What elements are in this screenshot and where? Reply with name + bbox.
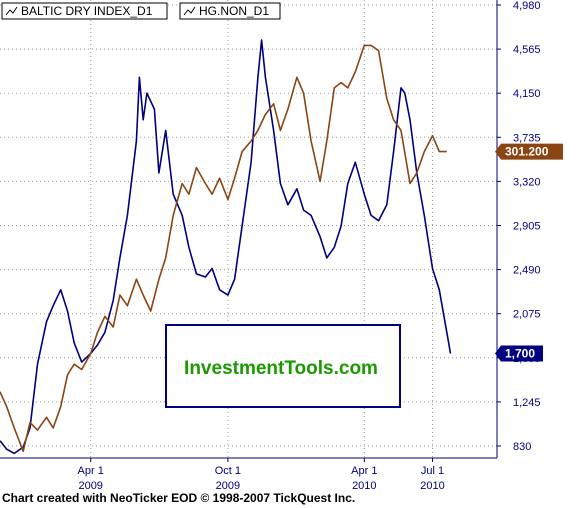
y-tick-label: 2,075: [513, 309, 541, 321]
legend-box: [179, 2, 281, 20]
last-value-label: 301.200: [505, 145, 549, 159]
x-tick-label: Oct 1: [215, 465, 241, 477]
legend-label: BALTIC DRY INDEX_D1: [21, 4, 153, 18]
watermark-banner: InvestmentTools.com: [165, 324, 401, 408]
y-tick-label: 4,150: [513, 88, 541, 100]
y-tick-label: 1,245: [513, 397, 541, 409]
legend-label: HG.NON_D1: [199, 4, 269, 18]
y-tick-label: 4,565: [513, 44, 541, 56]
x-tick-label: Apr 1: [78, 465, 104, 477]
x-tick-year: 2009: [216, 480, 240, 492]
y-tick-label: 2,905: [513, 221, 541, 233]
series-line-baltic-dry-index: [0, 39, 452, 455]
y-tick-label: 3,320: [513, 176, 541, 188]
series-line-hg-non: [0, 44, 447, 453]
x-tick-labels: Apr 1 2009 Oct 1 2009 Apr 1 2010 Jul 1 2010: [78, 458, 445, 492]
series-layer: [0, 39, 452, 455]
chart-footer: Chart created with NeoTicker EOD © 1998-…: [2, 491, 356, 505]
legend-box: [1, 2, 168, 20]
last-value-badge: [495, 345, 543, 362]
y-tick-label: 830: [513, 441, 531, 453]
axis-layer: [0, 0, 498, 459]
x-tick-year: 2010: [420, 480, 444, 492]
last-value-badge: [495, 143, 563, 160]
x-tick-year: 2009: [78, 480, 102, 492]
y-tick-label: 4,980: [513, 0, 541, 12]
x-tick-label: Apr 1: [351, 465, 377, 477]
y-tick-label: 2,490: [513, 265, 541, 277]
x-tick-label: Jul 1: [421, 465, 444, 477]
y-tick-labels: 4,980 4,565 4,150 3,735 3,320 2,905 2,490 2,075…: [497, 0, 541, 453]
last-value-label: 1,700: [505, 347, 535, 361]
legend-line-icon: [5, 6, 18, 16]
y-tick-label: 3,735: [513, 132, 541, 144]
banner-text: InvestmentTools.com: [184, 358, 378, 379]
value-badges: 1,700 301.200: [495, 143, 563, 362]
banner-box: [165, 324, 401, 408]
legend: BALTIC DRY INDEX_D1 HG.NON_D1: [1, 2, 281, 20]
legend-line-icon: [183, 6, 196, 16]
x-tick-year: 2010: [352, 480, 376, 492]
